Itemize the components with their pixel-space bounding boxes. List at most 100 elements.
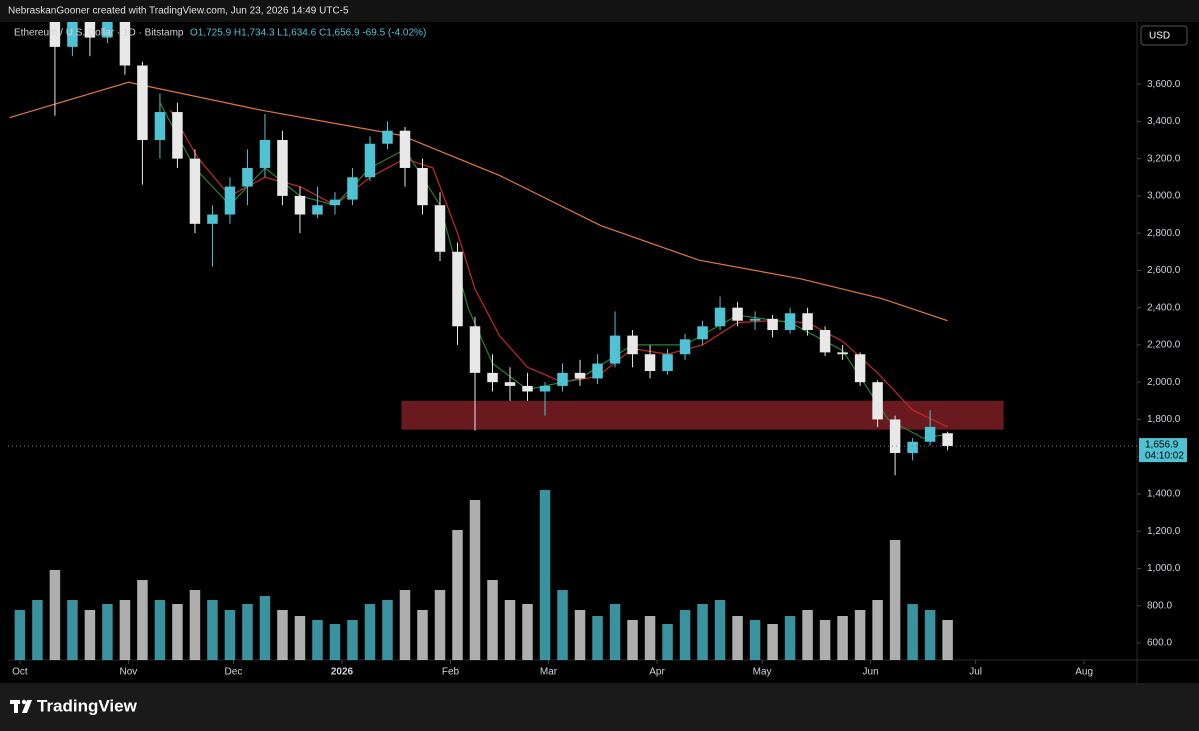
- last-price-box: [1139, 438, 1187, 463]
- volume-bar: [347, 620, 358, 660]
- candle-body: [767, 318, 778, 331]
- volume-bar: [452, 530, 463, 660]
- candle-body: [382, 130, 393, 144]
- x-tick-label: Mar: [540, 667, 558, 678]
- ohlc: O1,725.9 H1,734.3 L1,634.6 C1,656.9 -69.…: [190, 28, 426, 39]
- volume-bar: [609, 604, 621, 660]
- volume-bar: [137, 580, 148, 660]
- volume-bar: [784, 616, 796, 660]
- y-tick-label: 2,800.0: [1147, 228, 1181, 239]
- ma-layer: [9, 81, 948, 439]
- candle-body: [224, 186, 236, 215]
- volume-bar: [277, 610, 288, 660]
- volume-bar: [189, 590, 201, 660]
- y-tick-label: 2,000.0: [1147, 377, 1181, 388]
- symbol: Ethereum / U.S. Dollar · 1D · Bitstamp: [14, 28, 184, 39]
- brand: TradingView: [37, 696, 138, 715]
- volume-bar: [942, 620, 953, 660]
- volume-bar: [32, 600, 43, 660]
- y-tick-label: 1,000.0: [1147, 563, 1181, 574]
- candle-body: [679, 339, 691, 355]
- x-tick-label: Oct: [12, 667, 28, 678]
- x-tick-label: Apr: [649, 667, 665, 678]
- volume-bar: [749, 620, 761, 660]
- volume-bar: [802, 610, 813, 660]
- candle-body: [469, 326, 481, 373]
- volume-bar: [49, 570, 61, 660]
- volume-bar: [522, 604, 533, 660]
- last-price-label: 1,656.9: [1145, 440, 1179, 451]
- y-tick-label: 1,800.0: [1147, 414, 1181, 425]
- candle-body: [399, 130, 411, 168]
- candle-body: [417, 167, 428, 206]
- candle-body: [592, 363, 603, 379]
- currency-button[interactable]: [1140, 25, 1188, 46]
- candle-body: [539, 385, 551, 392]
- candle-body: [924, 426, 936, 442]
- candle-body: [189, 158, 201, 224]
- volume-bar: [767, 624, 778, 660]
- volume-bar: [469, 500, 481, 660]
- volume-bar: [417, 610, 428, 660]
- candle-body: [259, 140, 271, 168]
- candle-body: [837, 352, 848, 355]
- volume-bar: [312, 620, 323, 660]
- x-tick-label: Feb: [442, 667, 460, 678]
- volume-bar: [487, 580, 498, 660]
- volume-bar: [329, 624, 341, 660]
- volume-bar: [907, 604, 918, 660]
- candle-body: [364, 143, 376, 178]
- moving-average: [9, 81, 948, 322]
- y-tick-label: 2,400.0: [1147, 302, 1181, 313]
- volume-bar: [294, 616, 306, 660]
- header-bar: [0, 0, 1199, 22]
- volume-bar: [662, 624, 673, 660]
- candle-body: [854, 354, 866, 383]
- footer-bar: [0, 683, 1199, 731]
- volume-bar: [399, 590, 411, 660]
- y-tick-label: 3,600.0: [1147, 79, 1181, 90]
- candle-body: [942, 433, 953, 447]
- volume-bar: [382, 600, 393, 660]
- y-tick-label: 1,400.0: [1147, 489, 1181, 500]
- candle-body: [749, 318, 761, 321]
- candle-body: [207, 214, 218, 224]
- candle-body: [907, 441, 918, 453]
- candle-body: [627, 335, 638, 355]
- header-text: NebraskanGooner created with TradingView…: [8, 6, 349, 17]
- volume-bar: [854, 610, 866, 660]
- candle-body: [732, 307, 743, 321]
- candle-body: [609, 335, 621, 364]
- candle-body: [522, 385, 533, 392]
- volume-bar: [697, 604, 708, 660]
- candle-body: [557, 372, 568, 386]
- y-tick-label: 1,200.0: [1147, 526, 1181, 537]
- candle-body: [504, 382, 516, 386]
- candle-body: [452, 251, 463, 327]
- candle-body: [662, 354, 673, 372]
- volume-bar: [732, 616, 743, 660]
- candle-body: [487, 372, 498, 383]
- volume-bar: [172, 604, 183, 660]
- volume-layer: [14, 490, 953, 660]
- x-tick-label: Nov: [120, 667, 138, 678]
- candle-body: [154, 112, 166, 141]
- volume-bar: [207, 600, 218, 660]
- candle-body: [644, 354, 656, 372]
- x-tick-label: Jul: [969, 667, 982, 678]
- y-tick-label: 3,200.0: [1147, 153, 1181, 164]
- volume-bar: [679, 610, 691, 660]
- volume-bar: [504, 600, 516, 660]
- volume-bar: [557, 590, 568, 660]
- zone-layer: [401, 400, 1004, 430]
- y-tick-label: 3,000.0: [1147, 191, 1181, 202]
- currency[interactable]: USD: [1149, 31, 1170, 42]
- candle-body: [67, 22, 78, 47]
- volume-bar: [84, 610, 96, 660]
- y-tick-label: 3,400.0: [1147, 116, 1181, 127]
- volume-bar: [364, 604, 376, 660]
- volume-bar: [872, 600, 883, 660]
- x-tick-label: Jun: [863, 667, 879, 678]
